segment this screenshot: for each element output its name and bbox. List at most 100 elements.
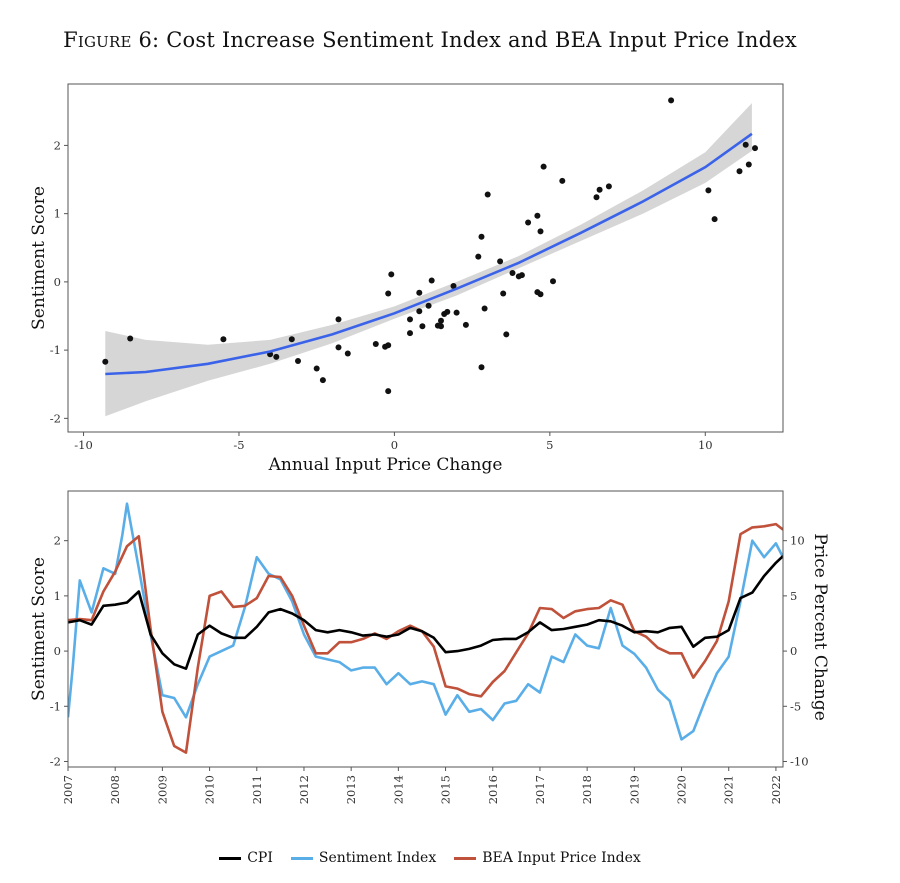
legend-swatch-cpi bbox=[219, 856, 242, 860]
scatter-point bbox=[428, 277, 435, 284]
scatter-point bbox=[605, 183, 612, 190]
y-tick-label: -2 bbox=[50, 754, 61, 768]
x-tick-label: 10 bbox=[698, 438, 713, 452]
scatter-point bbox=[319, 377, 326, 384]
legend-swatch-bea bbox=[454, 856, 477, 860]
legend: CPI Sentiment Index BEA Input Price Inde… bbox=[0, 850, 860, 866]
scatter-point bbox=[372, 341, 379, 347]
y2-tick-label: 5 bbox=[790, 589, 797, 603]
scatter-point bbox=[497, 258, 504, 265]
legend-label-sentiment: Sentiment Index bbox=[318, 850, 437, 866]
series-line-cpi bbox=[68, 555, 783, 670]
legend-label-cpi: CPI bbox=[247, 850, 273, 866]
scatter-point bbox=[475, 253, 482, 260]
scatter-point bbox=[478, 233, 485, 240]
x-tick-label: 2021 bbox=[722, 775, 736, 804]
figure-title-text: Cost Increase Sentiment Index and BEA In… bbox=[166, 28, 797, 52]
scatter-point bbox=[344, 350, 351, 357]
x-tick-label: -10 bbox=[74, 438, 93, 452]
x-tick-label: -5 bbox=[233, 438, 244, 452]
scatter-point bbox=[593, 194, 600, 201]
scatter-point bbox=[525, 219, 532, 226]
scatter-point bbox=[537, 291, 544, 298]
scatter-point bbox=[385, 290, 392, 297]
y-tick-label: 1 bbox=[54, 207, 61, 221]
scatter-point bbox=[288, 336, 295, 343]
scatter-point bbox=[425, 302, 432, 309]
scatter-point bbox=[752, 145, 758, 152]
y-tick-label: -1 bbox=[50, 343, 61, 357]
scatter-point bbox=[503, 331, 510, 338]
x-tick-label: 2011 bbox=[250, 775, 264, 804]
scatter-point bbox=[416, 289, 423, 296]
x-tick-label: 5 bbox=[546, 438, 553, 452]
scatter-point bbox=[484, 191, 491, 198]
scatter-point bbox=[102, 358, 109, 365]
figure-number: Figure 6: bbox=[63, 28, 160, 52]
scatter-point bbox=[481, 305, 488, 312]
y2-axis-label: Price Percent Change bbox=[810, 533, 830, 721]
scatter-point bbox=[668, 97, 675, 104]
scatter-point bbox=[388, 271, 395, 278]
x-tick-label: 2010 bbox=[203, 775, 217, 804]
series-line-bea-input-price-index bbox=[68, 522, 783, 754]
scatter-point bbox=[462, 321, 469, 328]
scatter-point bbox=[596, 186, 603, 193]
plot-frame-bottom bbox=[67, 490, 784, 768]
scatter-point bbox=[500, 290, 507, 297]
series-line-sentiment-index bbox=[68, 502, 783, 741]
y-tick-label: 2 bbox=[54, 138, 61, 152]
scatter-point bbox=[711, 216, 718, 223]
scatter-point bbox=[742, 141, 749, 148]
scatter-points bbox=[102, 97, 758, 395]
scatter-point bbox=[416, 308, 423, 315]
y-tick-label: 0 bbox=[54, 275, 61, 289]
x-tick-label: 2020 bbox=[675, 775, 689, 804]
scatter-point bbox=[385, 388, 392, 395]
scatter-point bbox=[537, 228, 544, 235]
scatter-point bbox=[736, 168, 743, 175]
x-tick-label: 2018 bbox=[580, 775, 594, 804]
x-tick-label: 2008 bbox=[108, 775, 122, 804]
y2-tick-label: 10 bbox=[790, 534, 805, 548]
scatter-point bbox=[444, 308, 451, 315]
scatter-point bbox=[335, 316, 342, 323]
scatter-point bbox=[385, 342, 392, 349]
scatter-point bbox=[419, 323, 426, 330]
scatter-point bbox=[407, 316, 413, 323]
y-tick-label: -1 bbox=[50, 699, 61, 713]
scatter-point bbox=[127, 335, 134, 342]
x-axis-label: Annual Input Price Change bbox=[268, 455, 503, 475]
figure-title: Figure 6: Cost Increase Sentiment Index … bbox=[0, 28, 860, 52]
y-tick-label: 0 bbox=[54, 644, 61, 658]
x-tick-label: 2019 bbox=[627, 775, 641, 804]
plot-frame-top bbox=[67, 83, 784, 433]
y2-tick-label: -10 bbox=[790, 754, 809, 768]
x-tick-label: 2016 bbox=[486, 775, 500, 804]
y-tick-label: 1 bbox=[54, 589, 61, 603]
confidence-band bbox=[105, 103, 752, 417]
scatter-point bbox=[220, 336, 227, 343]
legend-item-cpi: CPI bbox=[219, 850, 273, 866]
scatter-point bbox=[745, 161, 752, 168]
legend-swatch-sentiment bbox=[290, 856, 313, 860]
scatter-point bbox=[313, 365, 320, 372]
scatter-point bbox=[438, 317, 444, 324]
scatter-point bbox=[335, 344, 342, 351]
legend-item-bea: BEA Input Price Index bbox=[454, 850, 641, 866]
y-axis-label: Sentiment Score bbox=[29, 186, 49, 330]
x-tick-label: 2017 bbox=[533, 775, 547, 804]
scatter-point bbox=[705, 187, 712, 194]
x-tick-label: 2009 bbox=[155, 775, 169, 804]
scatter-point bbox=[273, 353, 280, 360]
scatter-point bbox=[407, 330, 413, 337]
scatter-point bbox=[540, 163, 547, 170]
scatter-point bbox=[534, 212, 541, 219]
scatter-point bbox=[559, 177, 566, 184]
scatter-point bbox=[509, 270, 516, 276]
scatter-point bbox=[438, 323, 444, 330]
x-tick-label: 2022 bbox=[769, 775, 783, 804]
scatter-point bbox=[453, 309, 460, 316]
scatter-point bbox=[518, 272, 525, 279]
